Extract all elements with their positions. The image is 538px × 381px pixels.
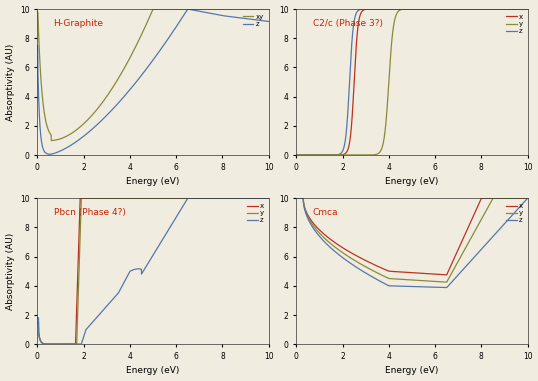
X-axis label: Energy (eV): Energy (eV) <box>385 177 438 186</box>
X-axis label: Energy (eV): Energy (eV) <box>126 177 180 186</box>
Legend: xy, z: xy, z <box>242 13 265 28</box>
X-axis label: Energy (eV): Energy (eV) <box>126 367 180 375</box>
Y-axis label: Absorptivity (AU): Absorptivity (AU) <box>5 43 15 121</box>
Text: C2/c (Phase 3?): C2/c (Phase 3?) <box>313 19 383 28</box>
Legend: x, y, z: x, y, z <box>246 202 265 224</box>
Legend: x, y, z: x, y, z <box>505 13 524 35</box>
X-axis label: Energy (eV): Energy (eV) <box>385 367 438 375</box>
Text: Pbcn (Phase 4?): Pbcn (Phase 4?) <box>54 208 125 218</box>
Text: H-Graphite: H-Graphite <box>54 19 104 28</box>
Legend: x, y, z: x, y, z <box>505 202 524 224</box>
Y-axis label: Absorptivity (AU): Absorptivity (AU) <box>5 232 15 310</box>
Text: Cmca: Cmca <box>313 208 338 218</box>
